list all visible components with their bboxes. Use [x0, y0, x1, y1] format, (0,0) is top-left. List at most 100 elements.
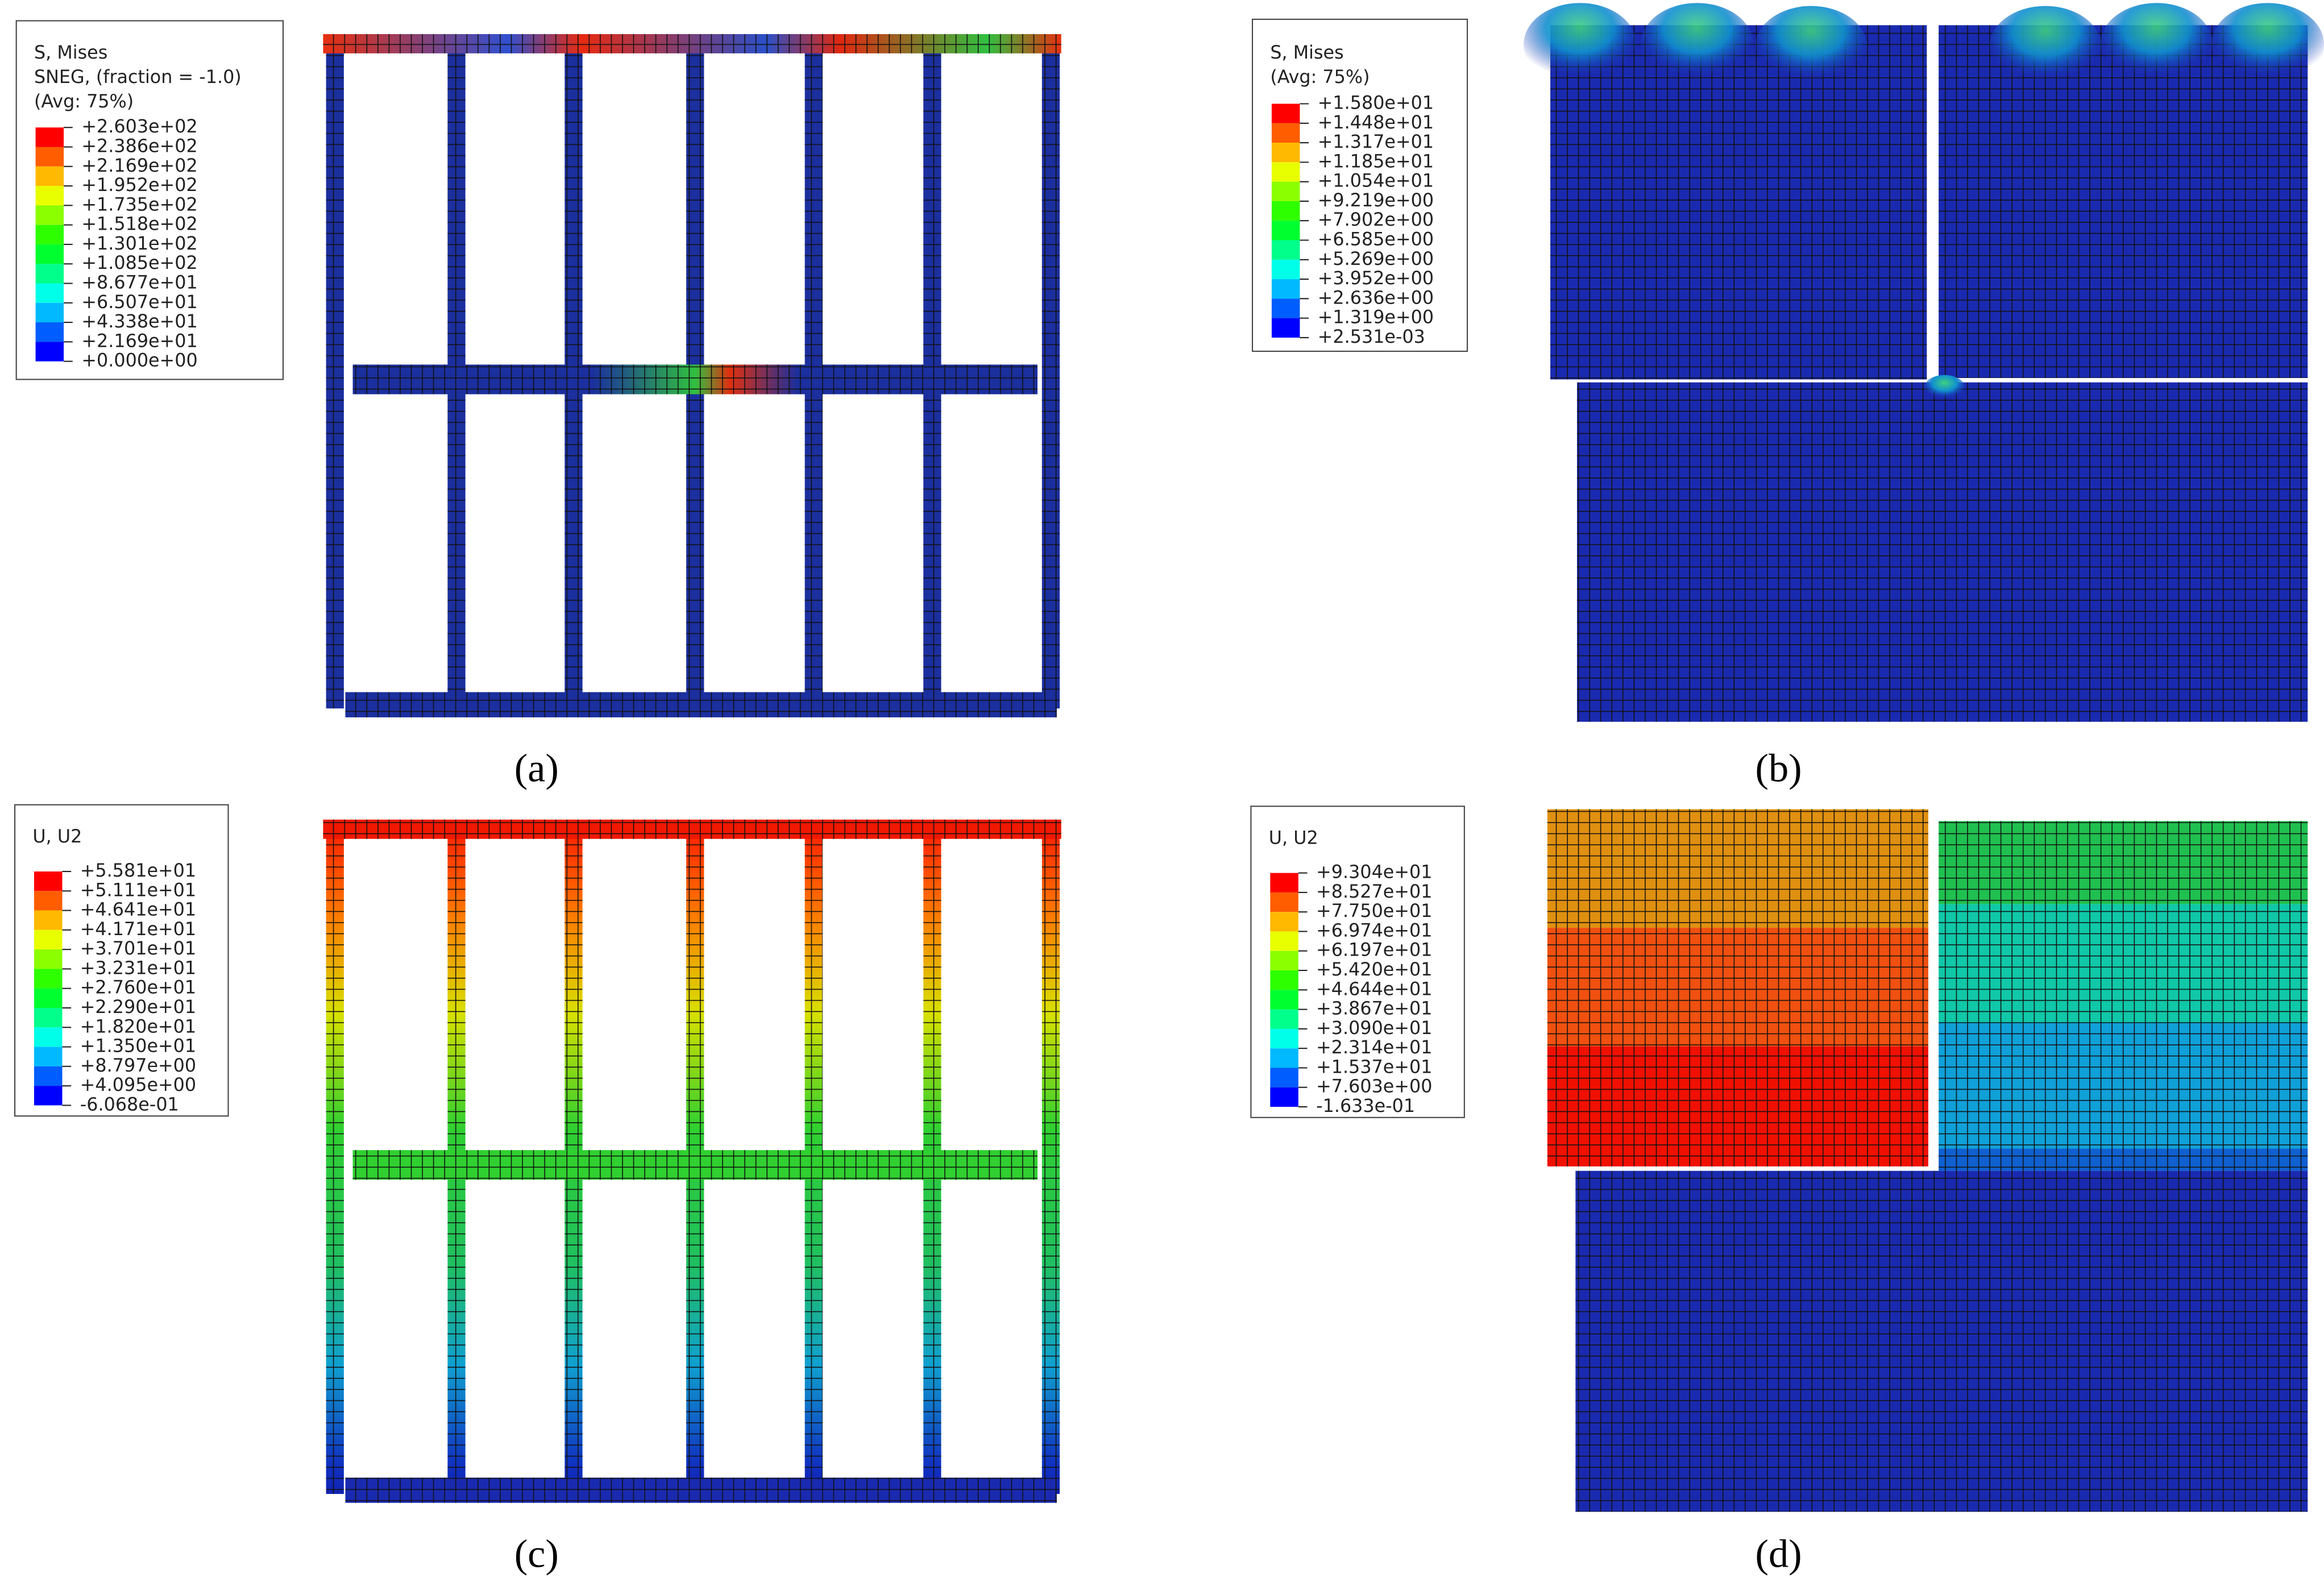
legend-swatch: [34, 1066, 63, 1086]
legend-label: +1.820e+01: [80, 1016, 196, 1037]
legend-label: +6.974e+01: [1316, 920, 1432, 941]
legend-swatch: [34, 988, 63, 1008]
legend-label: +5.420e+01: [1316, 959, 1432, 980]
legend-swatch: [1271, 221, 1300, 240]
legend-swatch: [1271, 318, 1300, 338]
legend-title: S, Mises: [1270, 42, 1343, 63]
legend-swatch: [1270, 1009, 1298, 1029]
panel-caption: (c): [514, 1531, 559, 1576]
legend-label: +1.317e+01: [1318, 131, 1434, 152]
legend-swatch: [34, 910, 63, 930]
legend-swatch: [1270, 950, 1298, 971]
mesh: [1939, 904, 2308, 1023]
legend-swatch: [35, 283, 64, 303]
legend-label: +8.527e+01: [1316, 881, 1432, 902]
stress-spot: [1524, 3, 1637, 86]
legend-swatch: [34, 929, 63, 950]
legend-swatch: [34, 949, 63, 969]
mesh: [1939, 821, 2308, 904]
legend-swatch: [35, 302, 64, 323]
mesh: [326, 830, 344, 1495]
legend-swatch: [1270, 970, 1298, 990]
legend-title: U, U2: [32, 826, 82, 847]
legend-swatch: [1270, 990, 1298, 1010]
legend-label: +3.952e+00: [1318, 268, 1434, 289]
mesh: [345, 692, 1057, 717]
legend-label: +3.867e+01: [1316, 998, 1432, 1019]
legend-swatch: [1270, 912, 1298, 932]
mesh: [323, 34, 1061, 53]
legend-swatch: [35, 225, 64, 244]
legend-swatch: [34, 1027, 63, 1047]
legend-label: +3.090e+01: [1316, 1018, 1432, 1039]
legend-label: +8.797e+00: [80, 1055, 196, 1076]
stress-spot: [1754, 6, 1868, 89]
legend-label: +2.531e-03: [1318, 326, 1425, 347]
legend-swatch: [35, 166, 64, 186]
legend-label: +5.269e+00: [1318, 248, 1434, 269]
legend-label: +5.111e+01: [80, 879, 196, 900]
stress-spot: [2211, 3, 2324, 86]
mesh: [352, 1150, 1038, 1180]
legend-swatch: [1270, 892, 1298, 912]
panel-caption: (b): [1756, 746, 1802, 790]
legend-label: +7.902e+00: [1318, 209, 1434, 230]
legend-swatch: [34, 871, 63, 891]
legend-label: +2.169e+01: [81, 330, 197, 351]
legend-swatch: [1270, 1087, 1298, 1107]
legend-swatch: [1271, 240, 1300, 260]
mesh: [352, 364, 1038, 395]
mesh: [1575, 1170, 2308, 1512]
legend-swatch: [35, 322, 64, 342]
legend-swatch: [35, 205, 64, 225]
mesh: [323, 819, 1061, 839]
mesh: [1547, 809, 1928, 928]
mesh: [1547, 928, 1928, 1047]
panel-caption: (a): [514, 746, 559, 790]
stress-spot: [1641, 3, 1754, 86]
legend-label: +9.219e+00: [1318, 190, 1434, 211]
legend-title: U, U2: [1269, 828, 1318, 849]
legend-swatch: [1270, 931, 1298, 951]
legend-title: (Avg: 75%): [1270, 67, 1370, 88]
mesh: [1041, 830, 1060, 1495]
legend-label: +2.760e+01: [80, 977, 196, 998]
legend-swatch: [34, 1047, 63, 1066]
legend-label: +1.301e+02: [81, 233, 197, 254]
legend-label: +1.518e+02: [81, 214, 197, 235]
legend-label: +4.644e+01: [1316, 978, 1432, 999]
legend-label: +1.185e+01: [1318, 151, 1434, 172]
legend-swatch: [35, 342, 64, 362]
legend-label: +2.386e+02: [81, 136, 197, 157]
legend-title: (Avg: 75%): [34, 91, 134, 112]
legend-swatch: [35, 147, 64, 167]
legend-swatch: [1271, 279, 1300, 299]
legend-label: +6.507e+01: [81, 292, 197, 313]
legend-label: +4.641e+01: [80, 899, 196, 920]
legend-label: +9.304e+01: [1316, 862, 1432, 883]
legend-label: +4.095e+00: [80, 1074, 196, 1095]
legend-label: +1.054e+01: [1318, 171, 1434, 192]
legend-swatch: [34, 1007, 63, 1028]
legend-swatch: [35, 186, 64, 206]
legend-label: -6.068e-01: [80, 1094, 179, 1115]
legend-label: +7.603e+00: [1316, 1076, 1432, 1097]
legend-label: +3.231e+01: [80, 957, 196, 978]
legend-swatch: [1271, 181, 1300, 201]
legend-title: S, Mises: [34, 42, 107, 63]
legend-label: +1.580e+01: [1318, 93, 1434, 114]
legend-swatch: [1270, 873, 1298, 893]
mesh: [1577, 382, 2308, 722]
legend-label: +7.750e+01: [1316, 900, 1432, 921]
legend-swatch: [1271, 201, 1300, 221]
legend-swatch: [1270, 1068, 1298, 1087]
legend-swatch: [1270, 1028, 1298, 1049]
mesh: [1550, 25, 1927, 380]
legend-label: +1.319e+00: [1318, 307, 1434, 328]
stress-spot: [1924, 375, 1966, 402]
legend-swatch: [1271, 162, 1300, 182]
stress-spot: [2100, 3, 2213, 86]
legend-label: +1.350e+01: [80, 1036, 196, 1057]
